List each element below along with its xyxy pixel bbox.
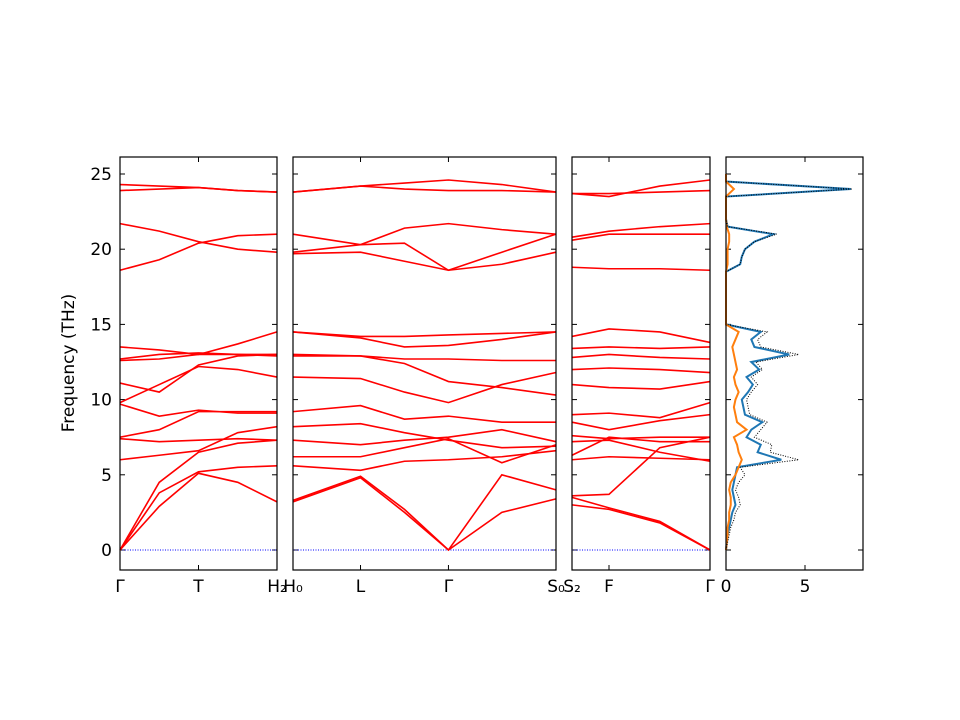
y-tick-label: 0	[101, 541, 112, 561]
band-line	[571, 179, 711, 198]
band-line	[292, 449, 557, 472]
band-line	[292, 222, 557, 246]
panel-frame	[292, 156, 557, 571]
band-line	[119, 365, 278, 404]
x-tick-label: H₀	[283, 577, 303, 597]
band-line	[571, 504, 711, 551]
band-line	[119, 472, 278, 551]
panel-frame	[571, 156, 711, 571]
band-line	[571, 233, 710, 241]
band-line	[292, 422, 557, 449]
band-line	[571, 380, 711, 390]
band-line	[292, 404, 556, 423]
band-line	[571, 266, 711, 272]
y-tick-label: 10	[90, 391, 112, 411]
band-line	[293, 437, 557, 464]
band-line	[292, 331, 557, 348]
band-line	[571, 496, 711, 551]
band-line	[571, 346, 711, 350]
band-line	[292, 428, 557, 446]
dos-line	[725, 174, 851, 551]
band-line	[119, 410, 277, 438]
band-line	[571, 353, 711, 360]
x-tick-label: Γ	[705, 577, 715, 597]
band-line	[571, 328, 711, 344]
x-tick-label: S₀	[547, 577, 565, 597]
band-line	[292, 353, 556, 362]
y-tick-label: 20	[90, 240, 112, 260]
band-line	[292, 331, 557, 338]
x-tick-label: L	[356, 577, 366, 597]
x-tick-label: Γ	[115, 577, 125, 597]
band-line	[292, 371, 557, 404]
band-line	[119, 403, 277, 417]
x-tick-label: 0	[721, 577, 732, 597]
y-axis-label: Frequency (THz)	[59, 294, 79, 433]
band-line	[571, 401, 711, 419]
band-line	[119, 464, 278, 551]
x-tick-label: F	[604, 577, 614, 597]
x-tick-label: H₂	[267, 577, 287, 597]
band-line	[571, 439, 711, 463]
band-line	[119, 425, 278, 461]
band-line	[292, 473, 557, 552]
y-tick-label: 5	[101, 466, 112, 486]
x-tick-label: T	[192, 577, 204, 597]
panel-frame	[725, 156, 864, 571]
band-line	[571, 413, 711, 431]
x-tick-label: Γ	[444, 577, 454, 597]
band-line	[119, 346, 277, 356]
x-tick-label: 5	[800, 577, 811, 597]
x-tick-label: S₂	[563, 577, 581, 597]
band-line	[292, 185, 557, 193]
band-line	[292, 233, 557, 272]
band-line	[119, 183, 278, 193]
band-line	[571, 436, 710, 456]
band-line	[292, 251, 557, 272]
band-line	[572, 189, 711, 195]
band-line	[292, 475, 557, 552]
band-line	[119, 222, 278, 253]
band-line	[571, 222, 711, 238]
band-line	[119, 233, 278, 272]
band-line	[293, 355, 557, 396]
band-line	[571, 455, 711, 461]
y-tick-label: 25	[90, 165, 112, 185]
band-line	[119, 439, 278, 551]
panel-frame	[119, 156, 278, 571]
band-line	[119, 437, 278, 443]
band-line	[571, 434, 710, 440]
band-line	[571, 367, 711, 374]
dos-line	[725, 174, 749, 551]
y-tick-label: 15	[90, 315, 112, 335]
